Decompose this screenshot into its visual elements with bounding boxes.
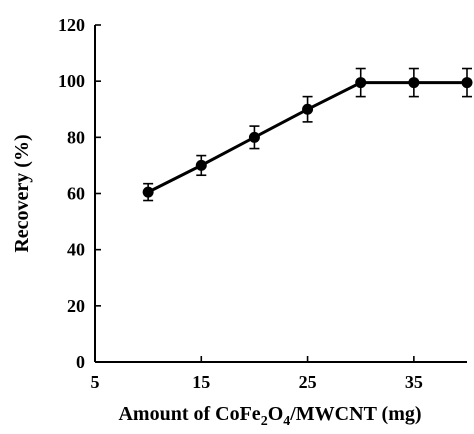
y-tick-label: 60 — [67, 184, 85, 204]
data-point — [142, 186, 154, 198]
y-tick-label: 0 — [76, 352, 85, 372]
data-markers — [142, 77, 473, 198]
y-tick-label: 80 — [67, 127, 85, 147]
y-tick-label: 100 — [58, 71, 85, 91]
error-bars — [143, 67, 472, 202]
y-tick-label: 120 — [58, 15, 85, 35]
y-tick-label: 40 — [67, 240, 85, 260]
x-axis-label-subscript-1: 2 — [261, 414, 268, 429]
x-tick-label: 5 — [91, 372, 100, 392]
y-axis-ticks: 0 20 40 60 80 100 120 — [58, 15, 101, 372]
data-point — [355, 77, 367, 89]
y-axis-label: Recovery (%) — [11, 134, 33, 252]
data-point — [195, 159, 207, 171]
y-tick-label: 20 — [67, 296, 85, 316]
x-axis-label-part-1: Amount of CoFe — [118, 403, 260, 425]
x-axis-label-part-3: /MWCNT (mg) — [289, 403, 421, 425]
data-point — [461, 77, 473, 89]
x-axis-label: Amount of CoFe2O4/MWCNT (mg) — [118, 403, 421, 429]
x-tick-label: 25 — [299, 372, 317, 392]
x-axis-label-part-2: O — [268, 403, 284, 425]
x-tick-label: 15 — [192, 372, 210, 392]
data-point — [408, 77, 420, 89]
data-point — [248, 131, 260, 143]
x-axis-ticks: 5 15 25 35 — [91, 356, 423, 392]
x-tick-label: 35 — [405, 372, 423, 392]
data-point — [302, 103, 314, 115]
x-axis-label-subscript-2: 4 — [283, 414, 290, 429]
